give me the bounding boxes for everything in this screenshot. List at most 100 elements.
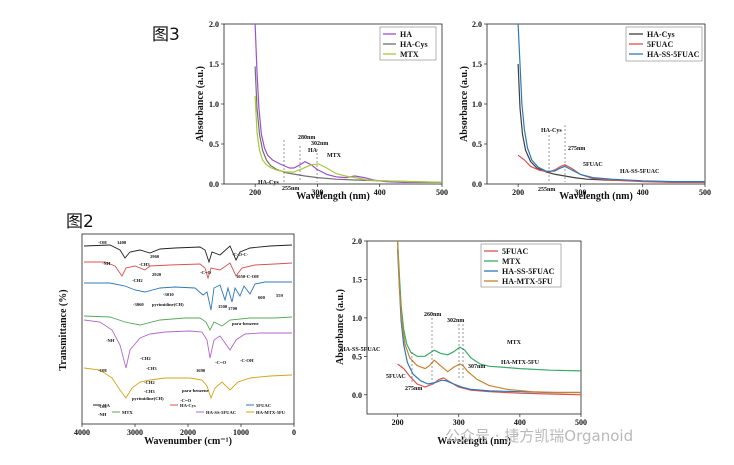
annot-oh-1: -OH [98, 240, 107, 245]
y-tick-label: 0.0 [472, 180, 482, 189]
x-ticks: 200 300 400 500 [249, 184, 448, 197]
legend-ha-mtx-5fu: HA-MTX-5FU [502, 277, 553, 286]
legend-ha: HA [400, 30, 412, 39]
x-tick-label: 500 [436, 188, 448, 197]
legend: HA HA-Cys 5FUAC MTX HA-SS-5FUAC HA-MTX-5… [93, 403, 286, 415]
x-tick-label: 200 [249, 188, 261, 197]
y-tick-label: 1.0 [209, 100, 219, 109]
spectrum-mtx [83, 315, 293, 332]
series-line-5fuac [397, 363, 582, 396]
x-axis-title: Wavelength (nm) [296, 191, 370, 202]
annot-275nm: 275nm [568, 146, 585, 152]
series-lines [517, 23, 705, 183]
legend-ha-cys: HA-Cys [400, 40, 428, 49]
y-ticks: 0.0 0.5 1.0 1.5 2.0 [209, 20, 224, 189]
series-line-ha-ss-5fuac [397, 248, 581, 394]
annot-1050: 1050-C-OH [236, 274, 259, 279]
plot-frame [81, 233, 295, 425]
y-axis-title: Absorbance (a.u.) [459, 66, 470, 142]
annot-307nm: 307nm [468, 364, 485, 370]
figure-2-label: 图2 [66, 212, 94, 232]
annot-ha-mtx-5fu: HA-MTX-5FU [501, 360, 540, 366]
x-tick-label: 400 [637, 188, 649, 197]
annot-260nm: 260nm [424, 312, 441, 318]
annot-559: 559 [276, 293, 284, 298]
annot-255nm: 255nm [538, 187, 555, 193]
annot-ha-ss-5fuac: HA-SS-5FUAC [341, 347, 380, 353]
x-tick-label: 500 [699, 188, 711, 197]
uv-panel-top-right: 0.0 0.5 1.0 1.5 2.0 200 300 400 500 Wavelength … [459, 20, 711, 202]
x-tick-label: 400 [374, 188, 386, 197]
spectrum-5fuac [84, 281, 292, 311]
x-ticks: 200 300 400 500 [512, 184, 711, 197]
annot-co-1: -C=O [200, 270, 211, 275]
spectrum-ha-ss-5fuac [83, 319, 292, 369]
annot-280nm: 280nm [298, 135, 315, 141]
legend-5fuac: 5FUAC [256, 403, 271, 408]
x-ticks: 200 300 400 500 [392, 414, 587, 427]
annot-600: 600 [258, 295, 266, 300]
watermark-text: 公众号 · 捷方凯瑞Organoid [445, 427, 634, 445]
x-tick-label: 300 [311, 188, 323, 197]
annot-ha-ss-5fuac: HA-SS-5FUAC [620, 169, 659, 175]
annot-co-3: -C=O [180, 398, 191, 403]
annot-3400: 3400 [117, 240, 127, 245]
y-tick-label: 2.0 [352, 237, 362, 246]
annot-ha-cys: HA-Cys [541, 128, 562, 134]
ftir-panel: 4000 3000 2000 1000 0 Wavenumber (cm⁻¹) Tran… [58, 233, 296, 447]
series-line-mtx [397, 240, 582, 372]
legend-mtx: MTX [400, 50, 419, 59]
y-tick-label: 1.0 [472, 100, 482, 109]
annot-para-benzene-1: para-benzene [232, 321, 259, 326]
annot-ch3-2: -CH3 [146, 366, 157, 371]
y-tick-label: 1.0 [352, 314, 362, 323]
x-tick-label: 1000 [233, 428, 249, 437]
x-tick-label: 0 [292, 428, 296, 437]
legend-ha-ss-5fuac: HA-SS-5FUAC [502, 267, 555, 276]
spectrum-ha-mtx-5fu [83, 367, 293, 400]
annot-mtx: MTX [327, 153, 342, 159]
uv-panel-bottom-right: 0.0 0.5 1.0 1.5 2.0 200 300 400 500 Wavelength … [335, 237, 587, 447]
x-axis-title: Wavelength (nm) [559, 191, 633, 202]
legend: 5FUAC MTX HA-SS-5FUAC HA-MTX-5FU [480, 243, 562, 288]
y-axis-title: Transmittance (%) [58, 289, 69, 370]
legend: HA-Cys 5FUAC HA-SS-5FUAC [625, 26, 703, 62]
annot-oh-2: -OH [98, 368, 107, 373]
legend-5fuac: 5FUAC [502, 247, 528, 256]
annot-302nm: 302nm [311, 141, 328, 147]
annot-ch3-3: -CH3 [144, 389, 155, 394]
x-tick-label: 400 [514, 418, 526, 427]
annot-coh-2: -C-OH [240, 358, 254, 363]
annot-3010: -3010 [163, 292, 174, 297]
legend-ha-ss-5fuac: HA-SS-5FUAC [206, 410, 236, 415]
annot-5fuac: 5FUAC [386, 374, 406, 380]
annot-1500: 1500 [218, 304, 228, 309]
legend-ha-cys: HA-Cys [647, 30, 675, 39]
series-line-mtx [254, 95, 443, 183]
y-tick-label: 0.5 [209, 140, 219, 149]
y-tick-label: 0.5 [472, 140, 482, 149]
y-tick-label: 1.5 [352, 275, 362, 284]
spectrum-ha [83, 244, 293, 264]
series-line-5fuac [517, 154, 705, 183]
series-line-ha-ss-5fuac [517, 23, 705, 183]
y-tick-label: 1.5 [209, 60, 219, 69]
legend-5fuac: 5FUAC [647, 40, 673, 49]
spectrum-ha-cys [84, 261, 293, 280]
y-axis-title: Absorbance (a.u.) [335, 289, 346, 365]
legend-mtx: MTX [502, 257, 521, 266]
legend-ha-cys: HA-Cys [180, 403, 196, 408]
legend-ha-ss-5fuac: HA-SS-5FUAC [647, 50, 700, 59]
annot-302nm: 302nm [447, 318, 464, 324]
x-axis-title: Wavenumber (cm⁻¹) [144, 436, 232, 447]
y-tick-label: 2.0 [472, 20, 482, 29]
annot-255nm: 255nm [282, 186, 299, 192]
annot-2920: 2920 [152, 272, 162, 277]
figure-3-label: 图3 [152, 25, 180, 45]
annot-para-benzene-2: para-benzene [182, 388, 209, 393]
legend-ha-mtx-5fu: HA-MTX-5FU [256, 410, 286, 415]
x-tick-label: 300 [453, 418, 465, 427]
x-tick-label: 500 [575, 418, 587, 427]
plot-frame [366, 240, 582, 415]
